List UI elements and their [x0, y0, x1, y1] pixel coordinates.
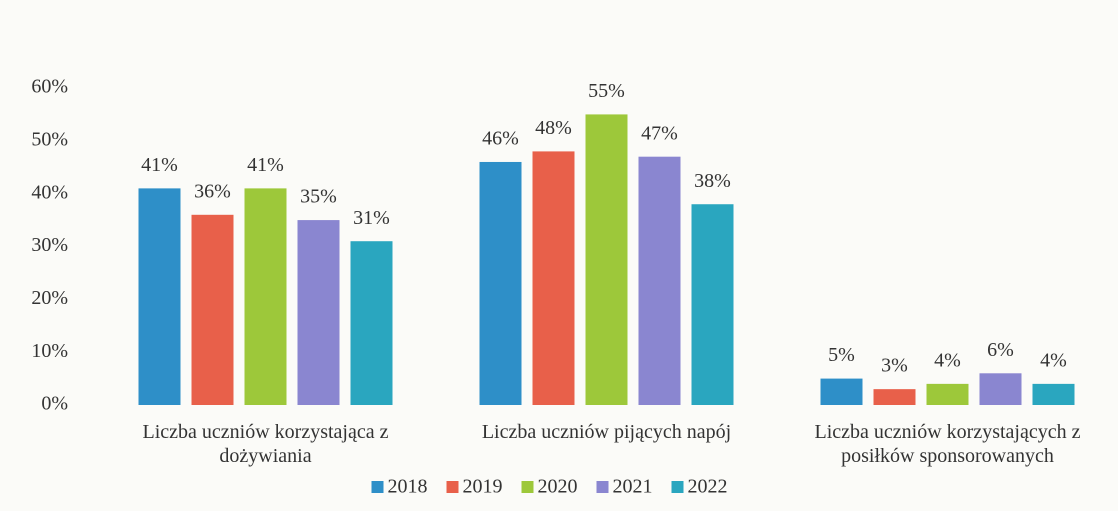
x-tick-label: Liczba uczniów korzystających z posiłków…	[814, 421, 1081, 467]
bar	[873, 389, 916, 405]
data-label: 35%	[300, 186, 337, 208]
bar	[297, 220, 340, 405]
bar	[820, 378, 863, 405]
data-label: 31%	[353, 207, 390, 229]
bar	[244, 188, 287, 405]
y-tick-label: 0%	[41, 393, 68, 415]
bar	[1032, 383, 1075, 405]
y-tick-label: 30%	[31, 234, 68, 256]
legend-label: 2018	[388, 476, 428, 498]
bar	[138, 188, 181, 405]
data-label: 55%	[588, 80, 625, 102]
bar	[532, 151, 575, 405]
data-label: 38%	[694, 170, 731, 192]
data-label: 6%	[987, 339, 1014, 361]
legend-label: 2022	[688, 476, 728, 498]
bar	[926, 383, 969, 405]
bar	[585, 114, 628, 406]
y-tick-label: 40%	[31, 181, 68, 203]
data-label: 46%	[482, 128, 519, 150]
bar	[191, 214, 234, 405]
legend-swatch	[446, 481, 459, 493]
data-label: 41%	[247, 154, 284, 176]
legend-swatch	[671, 481, 684, 493]
data-label: 4%	[934, 349, 961, 371]
data-label: 5%	[828, 344, 855, 366]
data-label: 36%	[194, 180, 231, 202]
bar	[979, 373, 1022, 405]
y-tick-label: 50%	[31, 128, 68, 150]
bar	[479, 161, 522, 405]
legend-label: 2020	[538, 476, 578, 498]
bar	[350, 241, 393, 405]
y-tick-label: 10%	[31, 340, 68, 362]
legend-swatch	[371, 481, 384, 493]
data-label: 4%	[1040, 349, 1067, 371]
x-tick-label: Liczba uczniów korzystająca z dożywiania	[142, 421, 389, 467]
data-label: 47%	[641, 122, 678, 144]
legend-label: 2019	[463, 476, 503, 498]
y-tick-label: 60%	[31, 76, 68, 98]
data-label: 41%	[141, 154, 178, 176]
legend-swatch	[521, 481, 534, 493]
legend-swatch	[596, 481, 609, 493]
data-label: 48%	[535, 117, 572, 139]
data-label: 3%	[881, 355, 908, 377]
x-tick-label: Liczba uczniów pijących napój	[481, 421, 732, 443]
bar	[691, 204, 734, 405]
bar	[638, 156, 681, 405]
y-tick-label: 20%	[31, 287, 68, 309]
legend-label: 2021	[613, 476, 653, 498]
